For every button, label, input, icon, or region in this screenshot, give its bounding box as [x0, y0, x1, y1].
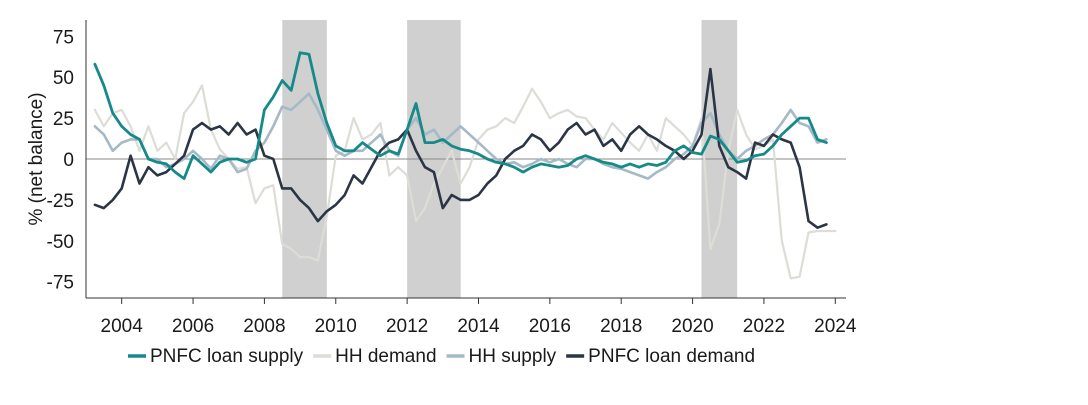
series-lines: [93, 51, 837, 280]
legend-label: PNFC loan supply: [150, 346, 304, 367]
y-tick-label: -50: [47, 232, 74, 253]
x-tick-label: 2016: [529, 316, 571, 337]
series-line-pnfc-loan-demand: [93, 67, 828, 229]
axes: [85, 20, 846, 299]
x-tick-labels: 2004 2006 2008 2010 2012 2014 2016 2018 2020 2022…: [101, 298, 857, 337]
legend-item: HH demand: [313, 346, 437, 367]
y-axis-title: % (net balance): [26, 92, 47, 225]
series-line-hh-demand: [93, 84, 837, 280]
y-tick-label: 25: [53, 109, 74, 130]
y-tick-label: -25: [47, 191, 74, 212]
legend-item: PNFC loan supply: [128, 346, 304, 367]
x-tick-label: 2020: [671, 316, 713, 337]
legend-label: HH supply: [469, 346, 557, 367]
x-tick-label: 2006: [172, 316, 214, 337]
x-tick-label: 2018: [600, 316, 642, 337]
legend-label: HH demand: [335, 346, 436, 367]
x-tick-label: 2008: [243, 316, 285, 337]
legend-label: PNFC loan demand: [588, 346, 755, 367]
x-tick-label: 2012: [386, 316, 428, 337]
x-tick-label: 2014: [457, 316, 500, 337]
x-tick-label: 2024: [814, 316, 857, 337]
y-tick-labels: 75 50 25 0 -25 -50 -75: [47, 27, 74, 293]
y-tick-label: 50: [53, 68, 74, 89]
y-tick-label: 0: [63, 150, 74, 171]
legend-item: HH supply: [446, 346, 557, 367]
legend-item: PNFC loan demand: [566, 346, 755, 367]
y-tick-label: -75: [47, 273, 74, 294]
x-tick-label: 2010: [315, 316, 357, 337]
y-tick-label: 75: [53, 27, 74, 48]
x-tick-label: 2022: [743, 316, 785, 337]
x-tick-label: 2004: [101, 316, 144, 337]
legend: PNFC loan supply HH demand HH supply PNFC l…: [128, 346, 755, 367]
series-line-pnfc-loan-supply: [93, 51, 828, 181]
